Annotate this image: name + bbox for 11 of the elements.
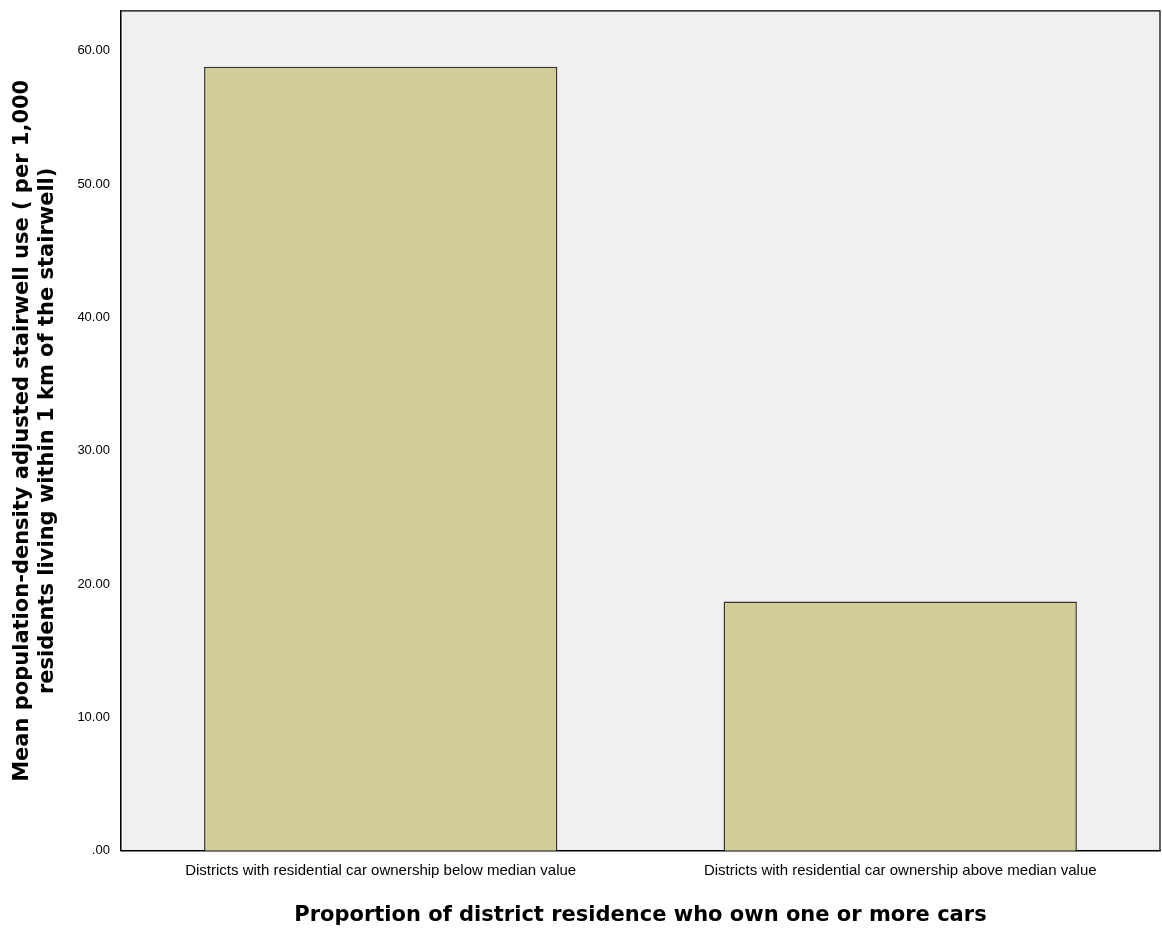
y-axis-title: Mean population-density adjusted stairwell use ( per 1,000 residents living within 1 km of the stairwell) (9, 79, 59, 782)
y-tick-label: 30.00 (77, 442, 110, 458)
y-tick-label: 50.00 (77, 175, 110, 191)
y-tick-label: 20.00 (77, 575, 110, 591)
y-tick-label: 10.00 (77, 709, 110, 725)
x-tick-label: Districts with residential car ownership above median value (703, 860, 1097, 878)
x-axis-title: Proportion of district residence who own one or more cars (294, 901, 987, 926)
y-tick-label: 40.00 (77, 309, 110, 325)
y-tick-label: .00 (91, 842, 110, 858)
x-tick-label: Districts with residential car ownership below median value (185, 860, 577, 878)
y-tick-label: 60.00 (77, 42, 110, 58)
